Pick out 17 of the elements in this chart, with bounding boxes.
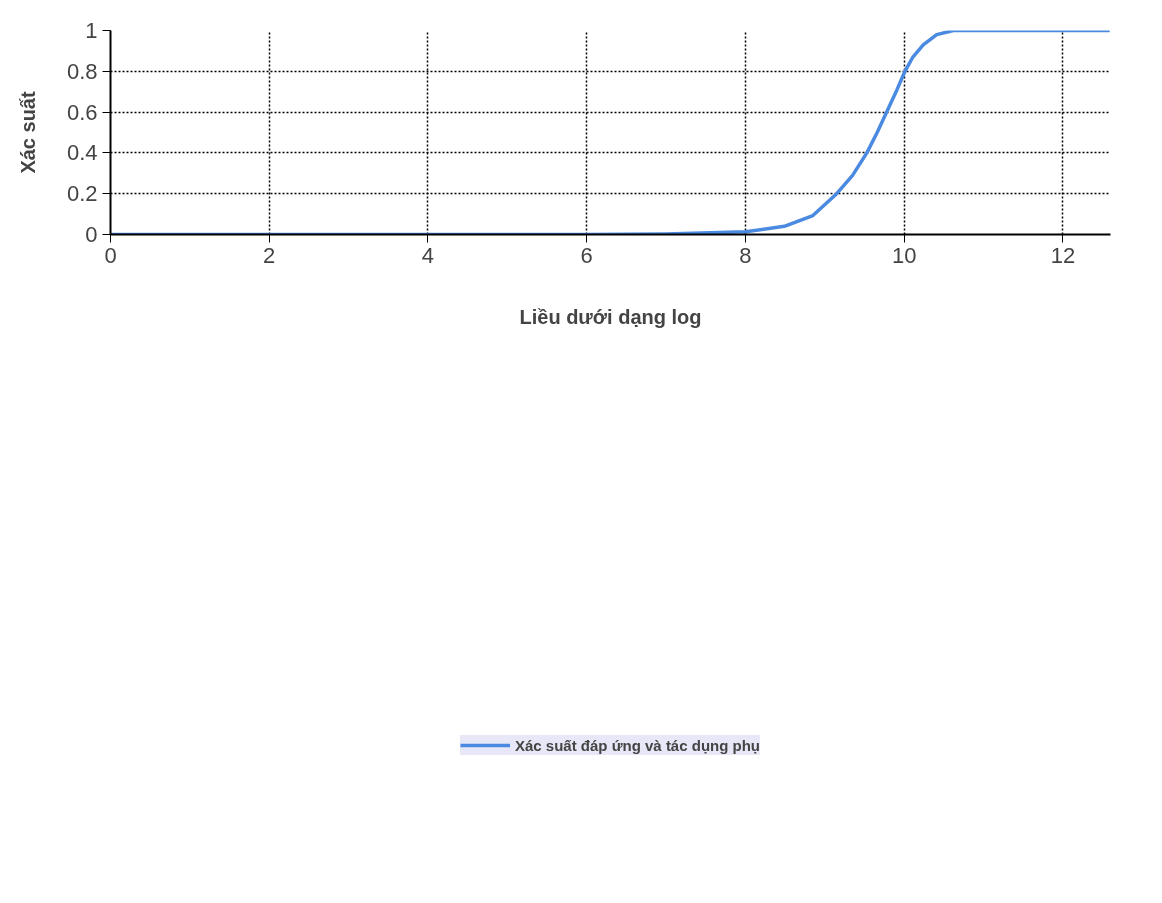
x-tick-label: 10 (891, 242, 917, 268)
legend-label: Xác suất đáp ứng và tác dụng phụ (514, 736, 761, 754)
x-tick-label: 4 (421, 242, 435, 268)
x-tick-label: 0 (104, 242, 117, 268)
y-tick-label: 0.8 (66, 58, 98, 84)
x-tick-label: 6 (580, 242, 593, 268)
x-tick-label: 2 (263, 242, 276, 268)
x-tick-label: 12 (1050, 242, 1076, 268)
y-tick-label: 0.2 (66, 181, 98, 207)
y-tick-label: 0.4 (66, 140, 98, 166)
y-axis-title: Xác suất (16, 91, 39, 174)
y-tick-label: 1 (85, 18, 98, 43)
x-axis-title: Liều dưới dạng log (519, 305, 702, 328)
y-tick-label: 0.6 (66, 99, 98, 125)
x-tick-label: 8 (739, 242, 752, 268)
line-series (110, 30, 1111, 235)
y-tick-label: 0 (85, 222, 98, 247)
